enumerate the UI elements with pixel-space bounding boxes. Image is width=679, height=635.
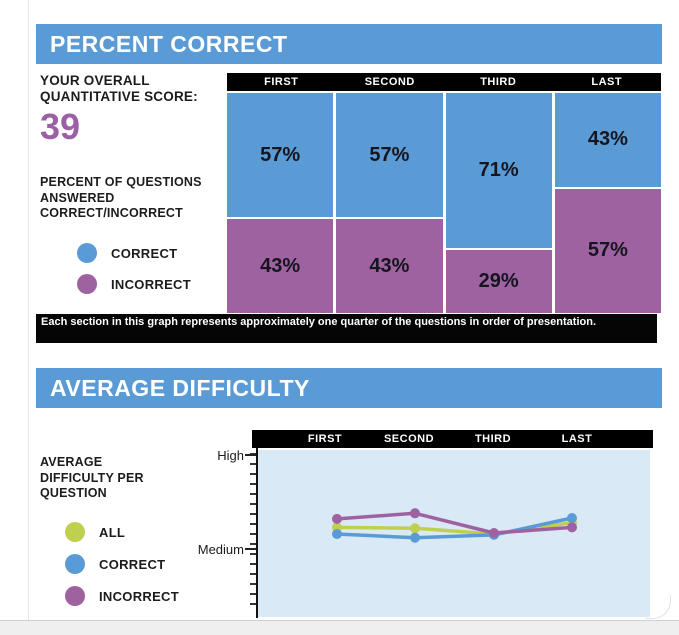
incorrect-segment-first: 43% bbox=[227, 219, 334, 313]
overall-score-label: YOUR OVERALL QUANTITATIVE SCORE: bbox=[40, 73, 198, 104]
card-bottom-edge bbox=[0, 620, 679, 621]
mosaic-column-first: 57% 43% bbox=[227, 93, 334, 313]
legend-item-correct: CORRECT bbox=[77, 243, 177, 263]
difficulty-line-chart bbox=[258, 450, 650, 617]
legend-label-incorrect: INCORRECT bbox=[111, 276, 191, 292]
difficulty-column-header-third: THIRD bbox=[474, 433, 512, 445]
legend-label-all: ALL bbox=[99, 524, 126, 540]
column-header-last: LAST bbox=[591, 76, 623, 88]
chart-footnote: Each section in this graph represents ap… bbox=[36, 314, 657, 343]
point-correct-second bbox=[410, 532, 420, 543]
incorrect-segment-second: 43% bbox=[336, 219, 443, 313]
incorrect-segment-last: 57% bbox=[554, 188, 661, 313]
incorrect-segment-third: 29% bbox=[445, 250, 552, 313]
correct-segment-third: 71% bbox=[445, 93, 552, 249]
incorrect-dot-icon-2 bbox=[65, 586, 85, 606]
y-axis-major-tick-medium bbox=[245, 548, 257, 550]
page-bottom-strip bbox=[0, 621, 679, 635]
legend-label-correct-2: CORRECT bbox=[99, 556, 166, 572]
line-chart-svg bbox=[332, 508, 577, 543]
correct-segment-last: 43% bbox=[554, 93, 661, 187]
line-all bbox=[335, 520, 574, 536]
average-difficulty-description: AVERAGE DIFFICULTY PER QUESTION bbox=[40, 455, 144, 500]
mosaic-columns: 57% 43% 57% 43% 71% 29% 43% 57% bbox=[227, 93, 661, 313]
point-correct-first bbox=[332, 529, 342, 539]
legend-label-incorrect-2: INCORRECT bbox=[99, 588, 179, 604]
line-correct bbox=[335, 516, 574, 540]
difficulty-column-header-bar: FIRST SECOND THIRD LAST bbox=[252, 430, 653, 448]
column-header-first: FIRST bbox=[264, 76, 299, 88]
legend-item-correct-2: CORRECT bbox=[65, 554, 165, 574]
mosaic-column-last: 43% 57% bbox=[554, 93, 661, 313]
difficulty-column-header-second: SECOND bbox=[383, 433, 435, 445]
difficulty-column-header-last: LAST bbox=[561, 433, 593, 445]
column-header-third: THIRD bbox=[480, 76, 517, 88]
average-difficulty-header: AVERAGE DIFFICULTY bbox=[36, 368, 662, 408]
card-rounded-corner bbox=[645, 595, 671, 619]
percent-correct-chart: FIRST SECOND THIRD LAST 57% 43% 57% 43% 71% 29% 4… bbox=[227, 73, 661, 313]
point-incorrect-last bbox=[567, 522, 577, 533]
line-incorrect bbox=[335, 511, 574, 535]
mosaic-column-third: 71% 29% bbox=[445, 93, 552, 313]
legend-item-all: ALL bbox=[65, 522, 125, 542]
mosaic-column-header-bar: FIRST SECOND THIRD LAST bbox=[227, 73, 661, 91]
y-axis-minor-ticks bbox=[250, 453, 257, 613]
y-axis-label-high: High bbox=[217, 448, 244, 463]
correct-segment-first: 57% bbox=[227, 93, 334, 218]
all-dot-icon bbox=[65, 522, 85, 542]
y-axis-line bbox=[256, 448, 258, 618]
correct-dot-icon bbox=[77, 243, 97, 263]
legend-item-incorrect: INCORRECT bbox=[77, 274, 191, 294]
legend-item-incorrect-2: INCORRECT bbox=[65, 586, 179, 606]
y-axis-major-tick-high bbox=[245, 454, 257, 456]
mosaic-column-second: 57% 43% bbox=[336, 93, 443, 313]
point-incorrect-first bbox=[332, 513, 342, 524]
correct-segment-second: 57% bbox=[336, 93, 443, 218]
incorrect-dot-icon bbox=[77, 274, 97, 294]
percent-answered-description: PERCENT OF QUESTIONS ANSWERED CORRECT/IN… bbox=[40, 175, 202, 220]
point-all-second bbox=[410, 523, 420, 534]
point-correct-last bbox=[567, 513, 577, 523]
overall-score-value: 39 bbox=[40, 106, 81, 147]
point-incorrect-third bbox=[489, 528, 499, 538]
legend-label-correct: CORRECT bbox=[111, 245, 178, 261]
percent-correct-header: PERCENT CORRECT bbox=[36, 24, 662, 64]
point-incorrect-second bbox=[410, 508, 420, 519]
column-header-second: SECOND bbox=[364, 76, 415, 88]
difficulty-column-header-first: FIRST bbox=[307, 433, 343, 445]
correct-dot-icon-2 bbox=[65, 554, 85, 574]
y-axis-label-medium: Medium bbox=[197, 542, 244, 557]
card-left-edge bbox=[28, 0, 29, 620]
